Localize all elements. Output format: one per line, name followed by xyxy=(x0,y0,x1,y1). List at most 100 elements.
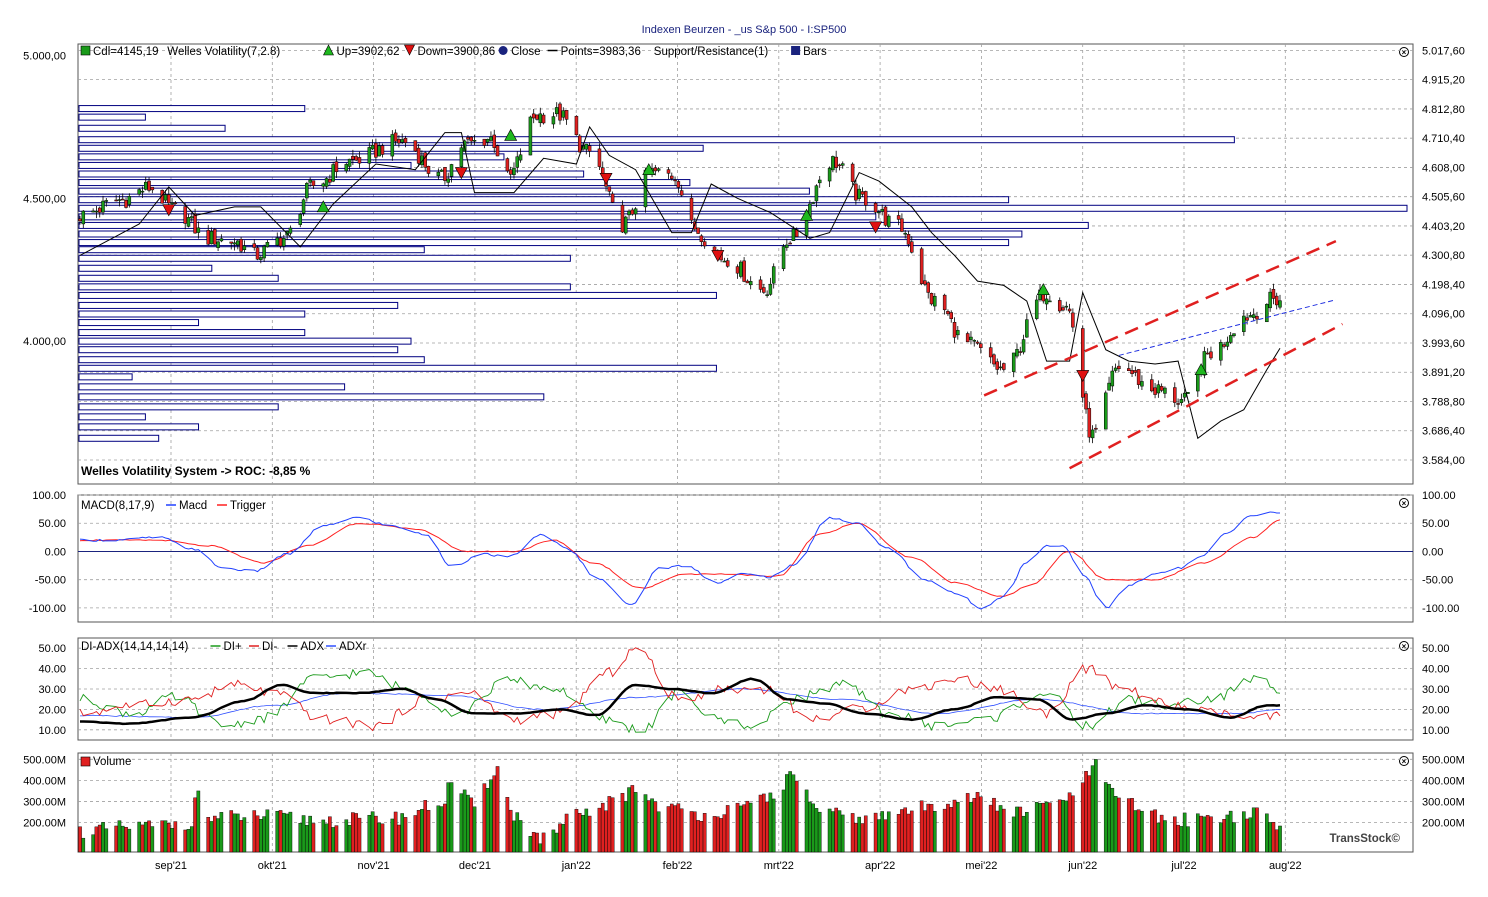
candle-up xyxy=(170,202,174,204)
volume-bar-down xyxy=(541,832,546,853)
candle-up xyxy=(1110,370,1115,387)
volume-bar-up xyxy=(886,811,891,853)
volume-bar-up xyxy=(347,825,352,853)
candle-up xyxy=(1156,384,1161,394)
volume-profile-bar xyxy=(78,113,146,121)
price-legend-item: Close xyxy=(511,46,540,58)
candle-up xyxy=(1179,399,1184,404)
candle-up xyxy=(969,336,973,340)
volume-bar-up xyxy=(1186,826,1190,853)
candle-up xyxy=(1015,349,1019,357)
candle-up xyxy=(331,164,335,182)
down-triangle-icon xyxy=(404,44,415,56)
volume-profile-bar xyxy=(78,124,226,132)
macd-left-tick: 0.00 xyxy=(45,546,66,558)
volume-bar-down xyxy=(719,818,723,853)
price-axis-tick: 3.788,80 xyxy=(1422,396,1465,408)
candle-down xyxy=(949,312,953,319)
volume-bar-up xyxy=(449,782,454,853)
candle-up xyxy=(781,246,786,269)
volume-bar-up xyxy=(446,782,451,853)
candle-down xyxy=(1002,363,1006,370)
volume-bar-down xyxy=(689,811,694,853)
candle-down xyxy=(992,354,996,365)
volume-bar-up xyxy=(1202,816,1207,853)
volume-right-tick: 500.00M xyxy=(1422,754,1465,766)
month-label: jan'22 xyxy=(561,860,591,872)
chart-title: Indexen Beurzen - _us S&p 500 - I:SP500 xyxy=(641,24,847,36)
candle-up xyxy=(1034,299,1039,319)
price-axis-tick: 4.608,00 xyxy=(1422,162,1465,174)
volume-profile-bar xyxy=(78,337,412,345)
macd-right-tick: 100.00 xyxy=(1422,490,1456,502)
candle-down xyxy=(1209,351,1213,359)
volume-bar-up xyxy=(831,811,835,853)
candle-down xyxy=(1150,379,1154,392)
candle-down xyxy=(469,136,473,142)
volume-profile-bar xyxy=(78,264,213,272)
candle-up xyxy=(1163,387,1167,394)
volume-bar-down xyxy=(794,780,799,853)
volume-bar-down xyxy=(1274,829,1279,853)
volume-bar-down xyxy=(1159,814,1164,853)
macd-left-tick: 50.00 xyxy=(38,518,66,530)
volume-bar-down xyxy=(692,811,697,853)
volume-bar-down xyxy=(535,832,539,853)
volume-bar-down xyxy=(702,813,707,853)
volume-bar-up xyxy=(1248,817,1253,853)
candle-down xyxy=(124,199,128,208)
candle-up xyxy=(880,209,884,212)
volume-profile-bar xyxy=(78,291,717,299)
volume-bar-down xyxy=(311,823,316,853)
price-left-axis-tick: 5.000,00 xyxy=(23,50,66,62)
candle-up xyxy=(275,237,280,246)
volume-bar-down xyxy=(416,810,421,853)
candle-up xyxy=(1186,392,1190,394)
price-legend-item: Welles Volatility(7,2.8) xyxy=(167,46,280,58)
volume-bar-down xyxy=(193,797,197,853)
volume-bar-down xyxy=(482,783,487,853)
candle-down xyxy=(213,229,217,245)
candle-down xyxy=(735,266,740,274)
candle-down xyxy=(587,145,592,152)
volume-bar-down xyxy=(403,817,408,853)
volume-bar-up xyxy=(1038,803,1042,853)
candle-down xyxy=(423,152,427,168)
adx-right-tick: 30.00 xyxy=(1422,684,1450,696)
candle-down xyxy=(942,294,947,311)
candle-up xyxy=(771,266,776,284)
macd-legend-item: Trigger xyxy=(230,500,266,512)
candle-down xyxy=(926,282,930,293)
candle-down xyxy=(1153,387,1157,395)
volume-bar-down xyxy=(1126,798,1131,853)
up-signal-icon xyxy=(800,208,814,221)
candle-up xyxy=(446,178,450,183)
candle-down xyxy=(883,206,888,226)
candle-down xyxy=(1087,408,1092,438)
adx-left-tick: 10.00 xyxy=(38,725,66,737)
volume-bar-up xyxy=(857,816,861,853)
candle-down xyxy=(864,191,868,206)
candle-down xyxy=(607,186,612,192)
price-left-axis-tick: 4.500,00 xyxy=(23,193,66,205)
down-signal-icon xyxy=(599,172,613,185)
volume-bar-down xyxy=(919,800,924,853)
volume-profile-bar xyxy=(78,246,425,254)
volume-bar-up xyxy=(956,801,960,853)
candle-down xyxy=(558,103,562,121)
adx-right-tick: 40.00 xyxy=(1422,664,1450,676)
volume-bar-up xyxy=(143,821,148,853)
volume-bar-down xyxy=(900,809,904,853)
volume-bar-down xyxy=(972,798,977,853)
candle-up xyxy=(1113,367,1118,371)
candle-up xyxy=(1140,381,1144,387)
up-signal-icon xyxy=(1194,363,1208,376)
candle-down xyxy=(630,209,635,215)
volume-bar-down xyxy=(1084,771,1088,853)
volume-bar-down xyxy=(597,807,602,853)
candle-down xyxy=(860,191,865,195)
volume-bar-down xyxy=(374,815,378,853)
candle-up xyxy=(301,199,306,214)
macd-right-tick: -50.00 xyxy=(1422,575,1453,587)
volume-bar-up xyxy=(321,819,326,853)
